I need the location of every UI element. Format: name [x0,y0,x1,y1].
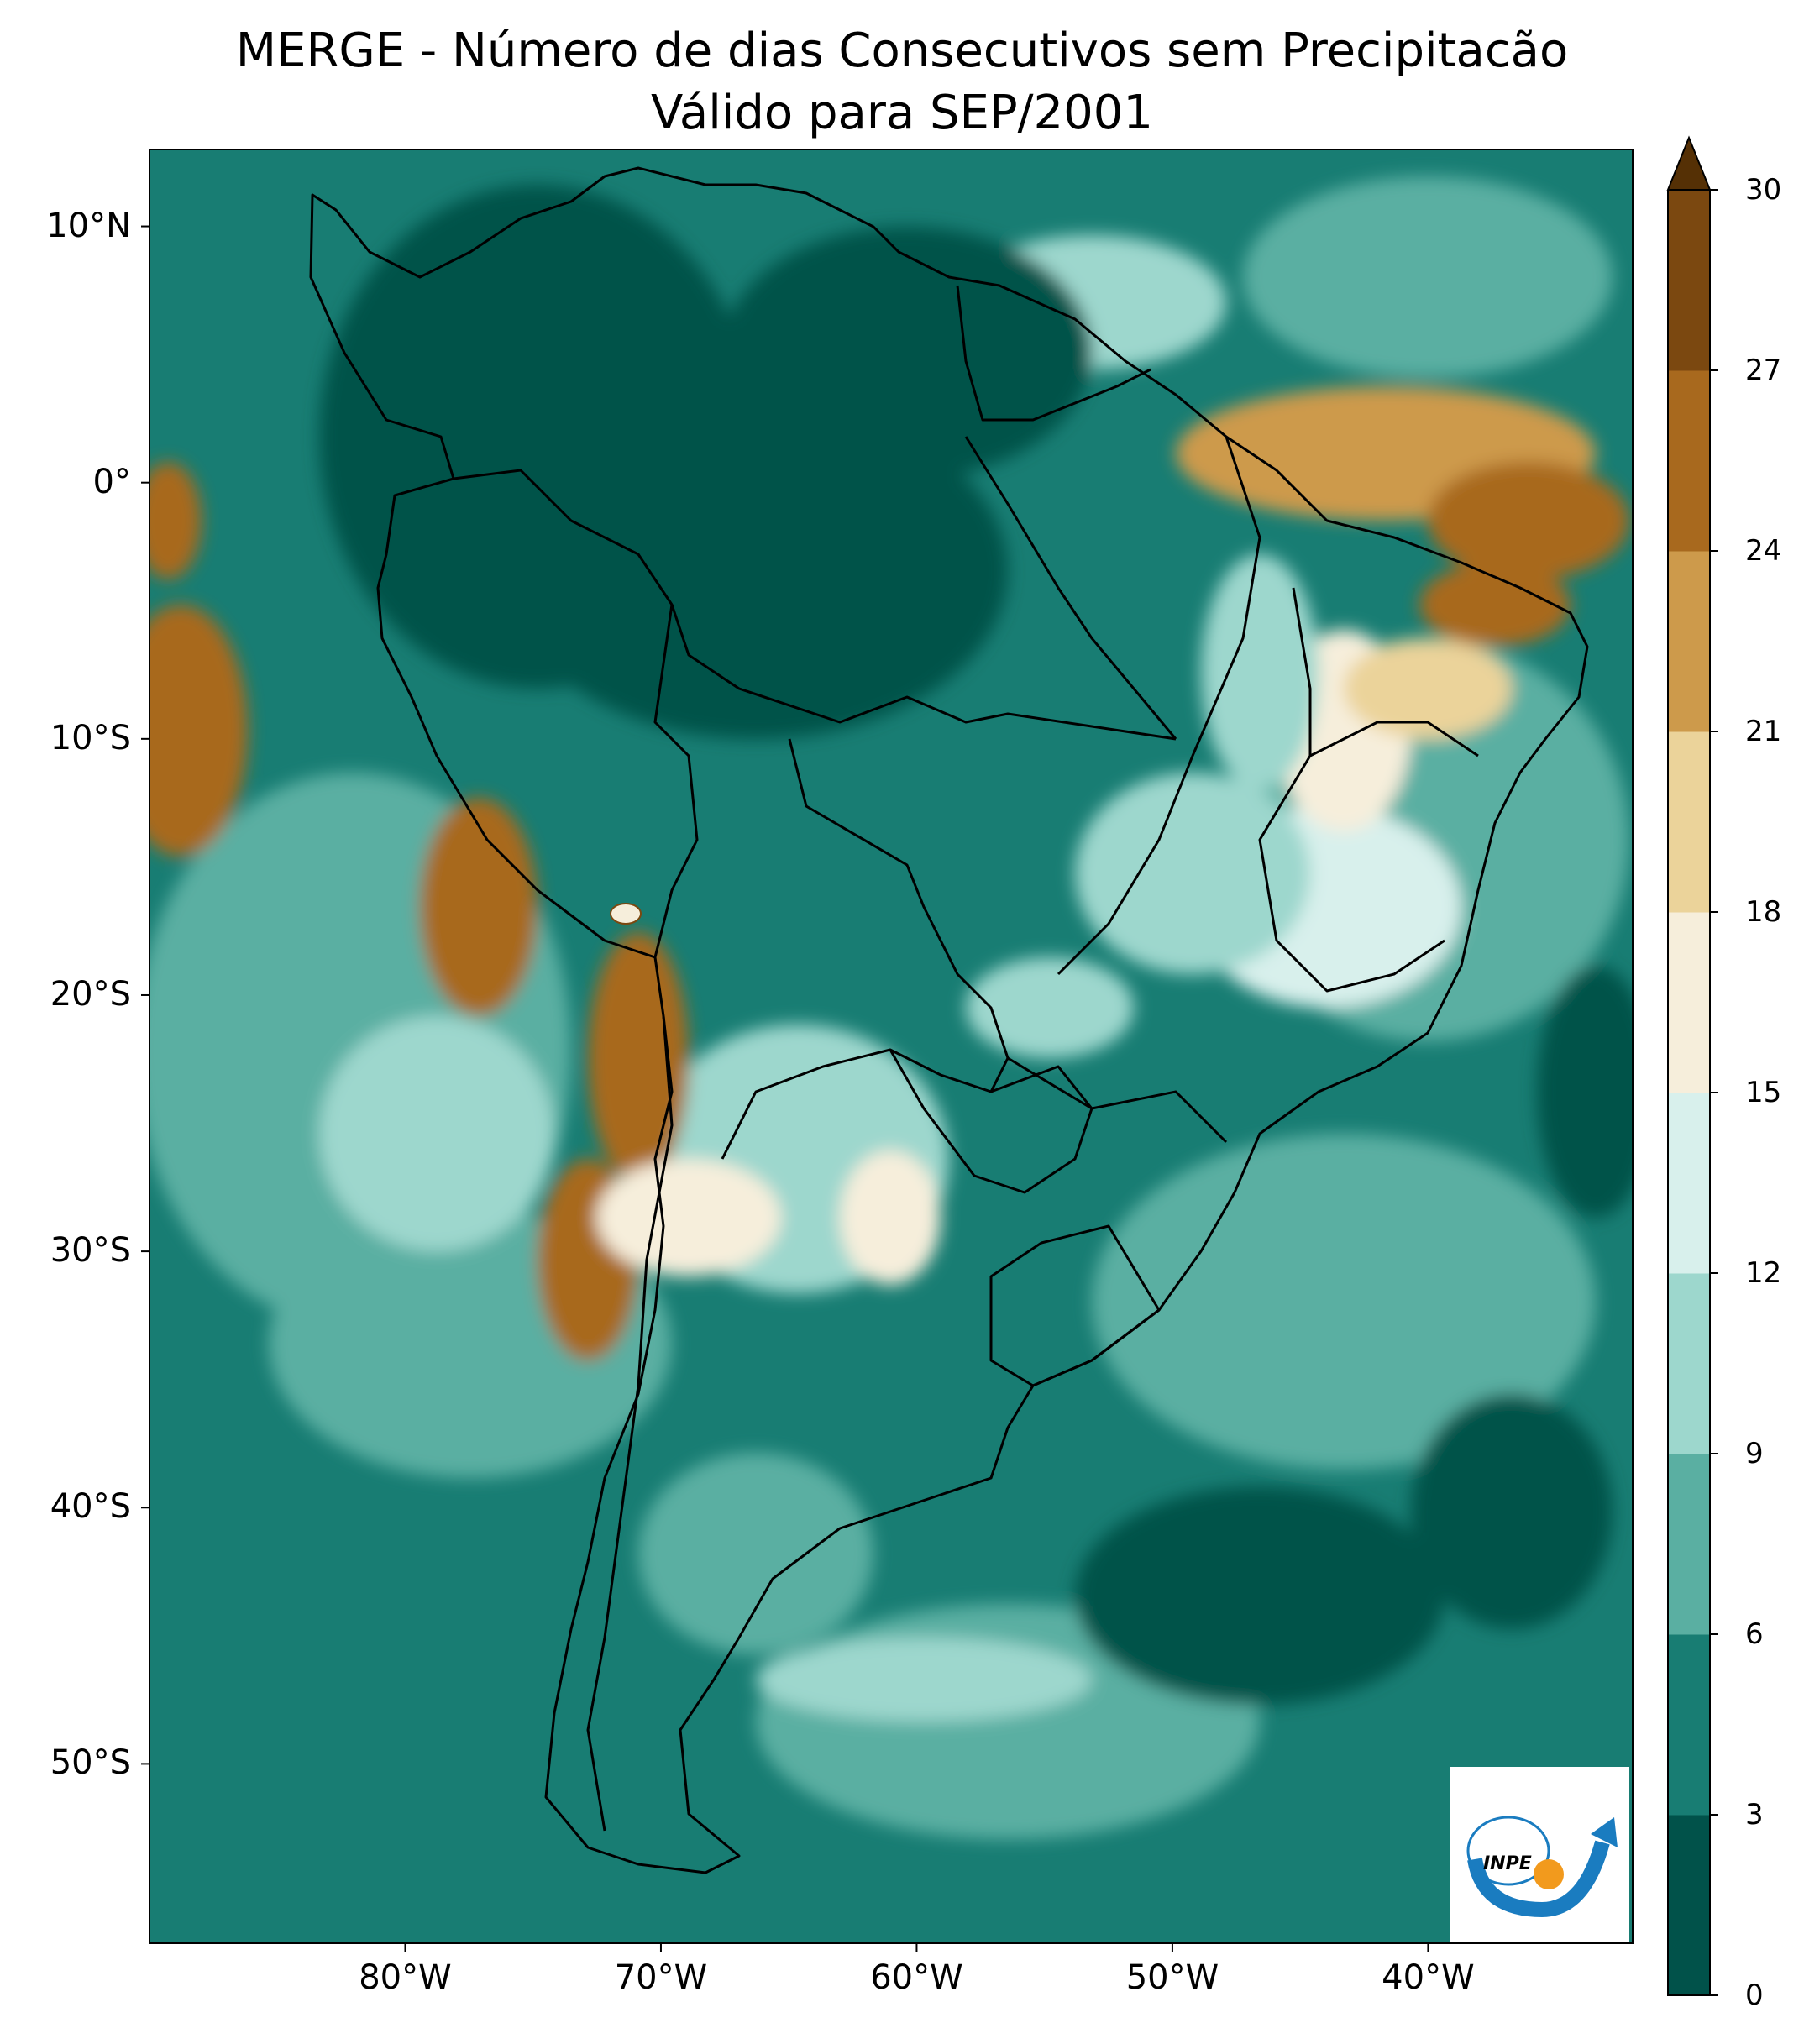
lon-tick-label: 40°W [1382,1958,1475,1997]
colorbar-tick-label: 6 [1745,1617,1764,1651]
colorbar-segment [1668,1634,1710,1816]
colorbar-tick-label: 3 [1745,1798,1764,1832]
logo-swoosh-icon [1467,1840,1610,1918]
map-title: MERGE - Número de dias Consecutivos sem … [235,24,1569,78]
colorbar [1666,135,1718,1996]
colorbar-tick-label: 18 [1745,895,1782,929]
logo-orbit-icon [1466,1816,1550,1886]
colorbar-tick-label: 30 [1745,173,1782,207]
colorbar-segment [1668,1454,1710,1635]
lat-tick-label: 20°S [50,974,131,1014]
border-guianas [956,285,1151,422]
lon-tick-label: 80°W [359,1958,452,1997]
colorbar-segment [1668,370,1710,552]
logo-text: INPE [1483,1853,1532,1874]
border-paraguay [889,1049,1093,1194]
colorbar-segment [1668,551,1710,732]
colorbar-segment [1668,1273,1710,1454]
inpe-logo: INPE [1450,1767,1629,1942]
map-frame [149,149,1634,1944]
colorbar-segment [1668,912,1710,1093]
colorbar-tick-label: 27 [1745,354,1782,387]
colorbar-segment [1668,731,1710,913]
logo-sun-icon [1534,1859,1564,1889]
colorbar-tick-label: 12 [1745,1256,1782,1290]
colorbar-segment [1668,190,1710,371]
lat-tick-label: 0° [92,462,131,501]
axis-tick-marks [141,225,1429,1952]
border-peru-bolivia [653,604,699,958]
lon-tick-label: 50°W [1125,1958,1219,1997]
lat-tick-label: 10°N [46,206,131,245]
colorbar-tick-label: 9 [1745,1437,1764,1470]
map-subtitle: Válido para SEP/2001 [650,86,1154,140]
precipitation-field [149,149,1633,1943]
colorbar-extend-arrow [1666,135,1712,191]
colorbar-tick-label: 24 [1745,534,1782,568]
lat-tick-label: 40°S [50,1487,131,1527]
logo-arrow-icon [1591,1817,1618,1847]
lat-tick-label: 30°S [50,1231,131,1271]
lake-titicaca [610,903,642,925]
border-uruguay [989,1224,1161,1387]
colorbar-tick-label: 21 [1745,715,1782,748]
lon-tick-label: 70°W [614,1958,708,1997]
colorbar-tick-label: 15 [1745,1076,1782,1109]
country-borders [309,166,1589,1874]
border-brazil-states [964,436,1479,1144]
lat-tick-label: 50°S [50,1743,131,1783]
colorbar-tick-label: 0 [1745,1978,1764,2012]
lat-tick-label: 10°S [50,718,131,757]
border-chile-argentina [586,1015,674,1832]
lon-tick-label: 60°W [870,1958,963,1997]
colorbar-segment [1668,1815,1710,1996]
border-amazon [453,469,1177,741]
colorbar-segment [1668,1093,1710,1274]
